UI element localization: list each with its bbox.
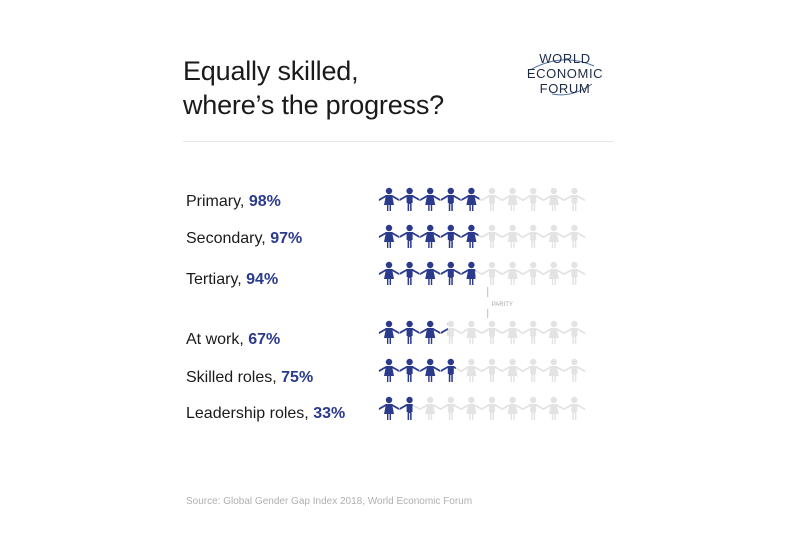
- person-icon-filled: [420, 224, 441, 248]
- logo-arc-icon: [529, 59, 595, 96]
- person-icon-empty: [542, 358, 565, 382]
- person-icon-empty: [522, 320, 545, 344]
- row-value: 75%: [281, 369, 314, 386]
- row-value: 67%: [248, 331, 281, 348]
- person-icon-filled: [461, 261, 476, 285]
- person-icon-filled: [399, 224, 420, 248]
- person-icon-filled: [379, 320, 399, 344]
- person-icon-filled: [399, 187, 420, 211]
- person-icon-filled: [399, 396, 413, 420]
- person-icon-empty: [522, 396, 545, 420]
- person-icon-empty: [522, 187, 545, 211]
- row-value: 94%: [246, 271, 279, 288]
- person-icon-empty: [481, 358, 503, 382]
- person-icon-empty: [481, 224, 503, 248]
- pictogram-row: [378, 261, 586, 285]
- person-icon-empty: [419, 396, 442, 420]
- row-label: Leadership roles, 33%: [186, 405, 345, 423]
- person-icon-filled: [440, 358, 456, 382]
- person-icon-empty: [563, 320, 586, 344]
- person-icon-filled: [461, 224, 479, 248]
- pictogram-row: [378, 224, 586, 248]
- header-divider: [183, 141, 613, 142]
- row-value: 98%: [248, 193, 281, 210]
- pictogram-row: [378, 187, 586, 211]
- person-icon-empty: [563, 396, 586, 420]
- person-icon-empty: [439, 396, 462, 420]
- person-icon-filled: [420, 187, 441, 211]
- person-icon-filled: [399, 261, 420, 285]
- person-icon-empty: [542, 187, 565, 211]
- person-icon-empty: [460, 396, 483, 420]
- row-label-text: Skilled roles,: [186, 369, 282, 386]
- pictogram-row: [378, 396, 586, 420]
- row-label: Skilled roles, 75%: [186, 369, 313, 387]
- row-label-text: Primary,: [186, 193, 249, 210]
- person-icon-empty: [542, 320, 565, 344]
- row-label: Secondary, 97%: [186, 230, 302, 248]
- person-icon-filled: [440, 322, 448, 334]
- person-icon-empty: [501, 396, 524, 420]
- person-icon-empty: [563, 358, 586, 382]
- person-icon-empty: [522, 224, 545, 248]
- person-icon-empty: [460, 358, 483, 382]
- person-icon-filled: [399, 358, 420, 382]
- person-icon-filled: [461, 187, 480, 211]
- person-icon-empty: [481, 320, 503, 344]
- person-icon-empty: [501, 224, 524, 248]
- person-icon-filled: [440, 224, 461, 248]
- source-note: Source: Global Gender Gap Index 2018, Wo…: [186, 496, 473, 507]
- person-icon-filled: [420, 261, 441, 285]
- logo-line-2: ECONOMIC: [526, 66, 604, 81]
- person-icon-filled: [420, 320, 441, 344]
- row-label-text: Leadership roles,: [186, 405, 314, 422]
- row-label: At work, 67%: [186, 331, 280, 349]
- person-icon-filled: [420, 358, 441, 382]
- person-icon-empty: [501, 358, 524, 382]
- row-label-text: Tertiary,: [186, 271, 247, 288]
- logo-line-3: FORUM: [539, 81, 591, 96]
- row-label-text: At work,: [186, 331, 249, 348]
- row-label: Tertiary, 94%: [186, 271, 278, 289]
- person-icon-empty: [460, 320, 483, 344]
- person-icon-empty: [542, 224, 565, 248]
- row-value: 97%: [270, 230, 303, 247]
- person-icon-empty: [563, 187, 586, 211]
- person-icon-filled: [379, 261, 399, 285]
- wef-logo: WORLD ECONOMIC FORUM: [522, 44, 608, 104]
- row-label: Primary, 98%: [186, 193, 281, 211]
- person-icon-empty: [522, 358, 545, 382]
- person-icon-empty: [481, 261, 503, 285]
- title-line-2: where’s the progress?: [183, 90, 444, 120]
- person-icon-empty: [501, 187, 524, 211]
- person-icon-filled: [379, 358, 399, 382]
- chart-title: Equally skilled, where’s the progress?: [183, 54, 444, 122]
- title-line-1: Equally skilled,: [183, 56, 359, 86]
- person-icon-empty: [563, 261, 586, 285]
- person-icon-empty: [542, 261, 565, 285]
- person-icon-empty: [439, 320, 462, 344]
- person-icon-empty: [542, 396, 565, 420]
- pictogram-row: [378, 358, 586, 382]
- parity-label: PARITY: [492, 302, 513, 308]
- person-icon-filled: [379, 224, 399, 248]
- person-icon-empty: [563, 224, 586, 248]
- person-icon-empty: [501, 320, 524, 344]
- row-value: 33%: [313, 405, 346, 422]
- row-label-text: Secondary,: [186, 230, 271, 247]
- person-icon-filled: [399, 320, 420, 344]
- person-icon-empty: [501, 261, 524, 285]
- person-icon-empty: [481, 396, 503, 420]
- person-icon-filled: [440, 187, 461, 211]
- person-icon-filled: [379, 187, 399, 211]
- logo-line-1: WORLD: [539, 51, 591, 66]
- person-icon-filled: [440, 261, 461, 285]
- person-icon-filled: [379, 396, 399, 420]
- person-icon-empty: [522, 261, 545, 285]
- pictogram-row: [378, 320, 586, 344]
- person-icon-empty: [481, 187, 503, 211]
